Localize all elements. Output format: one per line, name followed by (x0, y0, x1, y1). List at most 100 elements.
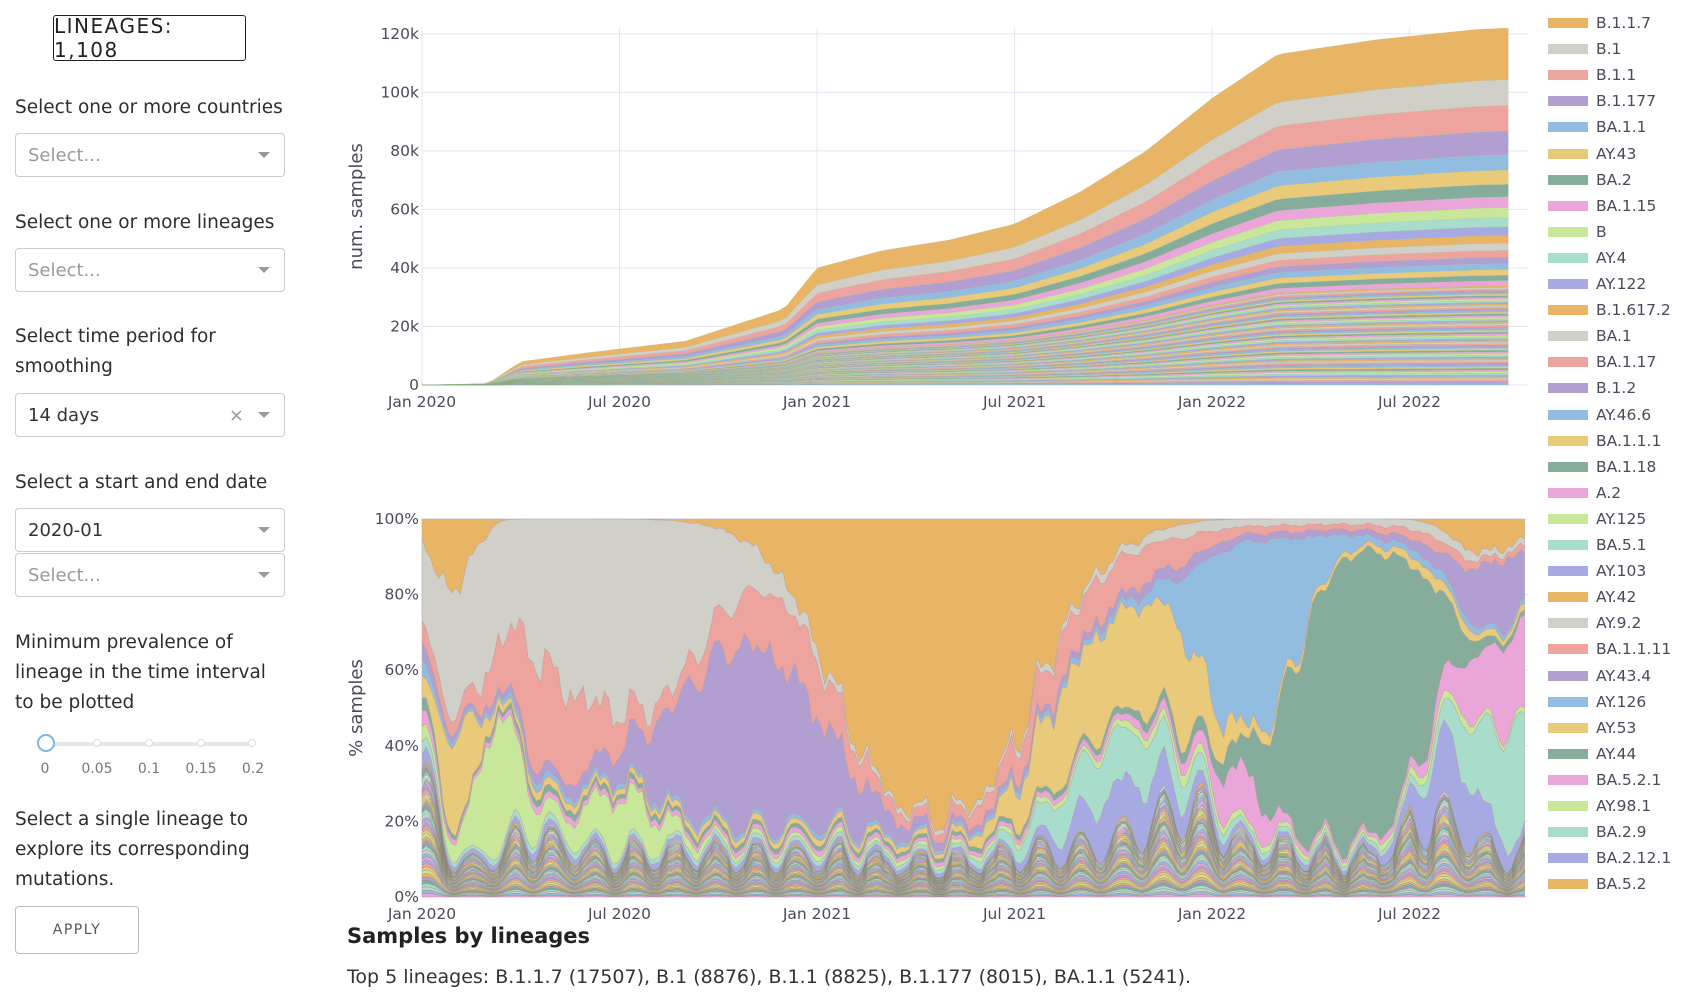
chevron-down-icon[interactable] (258, 412, 270, 418)
area-layer (421, 522, 1525, 845)
legend-swatch (1548, 592, 1588, 603)
legend-item[interactable]: AY.43.4 (1548, 665, 1651, 687)
area-layer (421, 540, 1525, 860)
legend-item[interactable]: BA.2.12.1 (1548, 847, 1671, 869)
legend-label: AY.126 (1596, 692, 1647, 711)
area-layer (421, 798, 1525, 885)
slider-mark: 0.1 (137, 761, 161, 777)
legend-item[interactable]: AY.122 (1548, 273, 1646, 295)
clear-icon[interactable]: × (228, 404, 244, 426)
prevalence-slider[interactable]: 0 0.05 0.1 0.15 0.2 (37, 733, 264, 783)
legend-item[interactable]: B.1 (1548, 38, 1621, 60)
area-layer (422, 374, 1509, 386)
start-date-value: 2020-01 (28, 519, 104, 541)
legend-item[interactable]: BA.1 (1548, 325, 1632, 347)
legend-item[interactable]: BA.1.1.1 (1548, 430, 1661, 452)
legend-item[interactable]: A.2 (1548, 482, 1621, 504)
legend-swatch (1548, 670, 1588, 681)
legend-item[interactable]: AY.126 (1548, 691, 1646, 713)
area-layer (421, 690, 1525, 871)
area-layer (422, 340, 1509, 386)
apply-button[interactable]: APPLY (15, 906, 139, 954)
lineages-select[interactable]: Select... (15, 248, 285, 292)
legend-swatch (1548, 801, 1588, 811)
y-tick-label: 100% (375, 510, 419, 528)
single-lineage-label: Select a single lineage to explore its c… (15, 809, 250, 890)
chevron-down-icon[interactable] (258, 267, 270, 273)
smoothing-select[interactable]: 14 days × (15, 393, 285, 437)
area-layer (421, 838, 1525, 890)
chevron-down-icon[interactable] (258, 527, 270, 533)
legend-item[interactable]: AY.43 (1548, 143, 1636, 165)
area-layer (422, 320, 1509, 386)
legend-item[interactable]: BA.2 (1548, 169, 1632, 191)
legend-label: BA.1 (1596, 327, 1632, 346)
area-layer (421, 518, 1525, 837)
area-layer (421, 873, 1525, 895)
countries-select[interactable]: Select... (15, 133, 285, 177)
legend-item[interactable]: AY.44 (1548, 743, 1636, 765)
legend-item[interactable]: BA.1.1 (1548, 116, 1647, 138)
legend-item[interactable]: B.1.1 (1548, 64, 1636, 86)
slider-step[interactable] (197, 739, 205, 747)
area-layer (421, 859, 1525, 893)
area-layer (421, 780, 1525, 882)
area-layer (421, 883, 1525, 896)
legend-item[interactable]: B (1548, 221, 1607, 243)
area-layer (421, 207, 1509, 386)
legend-item[interactable]: BA.2.9 (1548, 821, 1647, 843)
legend-item[interactable]: AY.4 (1548, 247, 1627, 269)
legend-item[interactable]: B.1.617.2 (1548, 299, 1671, 321)
area-layer (422, 379, 1509, 386)
legend-item[interactable]: BA.5.2.1 (1548, 769, 1661, 791)
area-layer (421, 275, 1509, 386)
start-date-select[interactable]: 2020-01 (15, 508, 285, 552)
legend-item[interactable]: AY.125 (1548, 508, 1646, 530)
slider-step[interactable] (248, 739, 256, 747)
area-layer (422, 381, 1509, 386)
chevron-down-icon[interactable] (258, 572, 270, 578)
legend-item[interactable]: B.1.2 (1548, 377, 1636, 399)
legend-item[interactable]: AY.103 (1548, 560, 1646, 582)
legend-item[interactable]: AY.42 (1548, 586, 1636, 608)
legend-item[interactable]: BA.5.1 (1548, 534, 1647, 556)
end-date-select[interactable]: Select... (15, 553, 285, 597)
area-layer (421, 760, 1525, 879)
area-layer (421, 718, 1525, 879)
area-layer (422, 295, 1509, 386)
slider-step[interactable] (93, 739, 101, 747)
legend-item[interactable]: AY.98.1 (1548, 795, 1651, 817)
legend-item[interactable]: BA.1.1.11 (1548, 638, 1671, 660)
legend-swatch (1548, 200, 1588, 211)
area-layer (421, 829, 1525, 889)
legend-label: AY.46.6 (1596, 405, 1652, 424)
countries-placeholder: Select... (28, 144, 101, 166)
legend-item[interactable]: BA.1.18 (1548, 456, 1656, 478)
legend-item[interactable]: B.1.177 (1548, 90, 1656, 112)
legend-item[interactable]: BA.1.17 (1548, 351, 1656, 373)
legend-swatch (1548, 226, 1588, 237)
legend-item[interactable]: BA.5.2 (1548, 873, 1647, 895)
slider-step[interactable] (145, 739, 153, 747)
y-tick-label: 20% (385, 812, 419, 830)
area-layer (422, 336, 1509, 386)
legend-label: B (1596, 222, 1607, 241)
legend-label: B.1.1.7 (1596, 14, 1651, 32)
legend-item[interactable]: AY.46.6 (1548, 404, 1651, 426)
legend-item[interactable]: BA.1.15 (1548, 195, 1656, 217)
area-layer (422, 321, 1509, 386)
area-layer (421, 184, 1509, 386)
legend-label: BA.5.2.1 (1596, 770, 1662, 789)
slider-handle[interactable] (37, 734, 55, 752)
area-layer (422, 355, 1509, 386)
legend-label: AY.43.4 (1596, 666, 1652, 685)
legend-item[interactable]: B.1.1.7 (1548, 12, 1651, 34)
area-layer (422, 365, 1509, 386)
legend-item[interactable]: AY.9.2 (1548, 612, 1641, 634)
area-layer (422, 358, 1509, 386)
chevron-down-icon[interactable] (258, 152, 270, 158)
y-tick-label: 100k (380, 83, 419, 101)
legend-swatch (1548, 513, 1588, 524)
area-layer (422, 288, 1509, 386)
legend-item[interactable]: AY.53 (1548, 717, 1636, 739)
